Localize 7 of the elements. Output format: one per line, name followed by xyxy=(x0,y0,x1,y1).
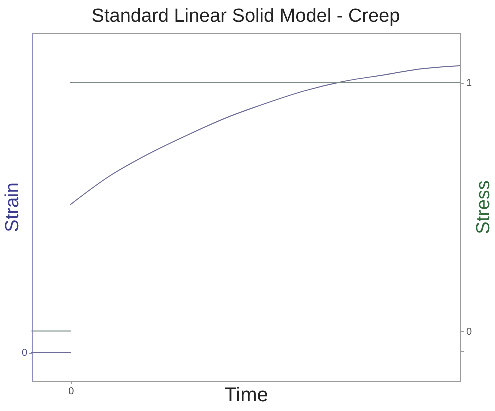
y2-axis-title: Stress xyxy=(474,180,494,234)
x-axis-title: Time xyxy=(224,384,268,406)
chart-title: Standard Linear Solid Model - Creep xyxy=(92,6,400,27)
y2-tick-label: 1 xyxy=(466,78,472,90)
y-axis-title: Strain xyxy=(2,182,24,232)
y2-tick-label: 0 xyxy=(466,326,472,338)
text: 0 xyxy=(22,348,28,360)
